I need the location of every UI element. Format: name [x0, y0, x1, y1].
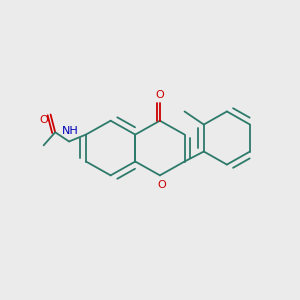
Text: O: O [155, 90, 164, 100]
Text: O: O [157, 180, 166, 190]
Text: NH: NH [62, 126, 79, 136]
Text: O: O [40, 115, 48, 125]
